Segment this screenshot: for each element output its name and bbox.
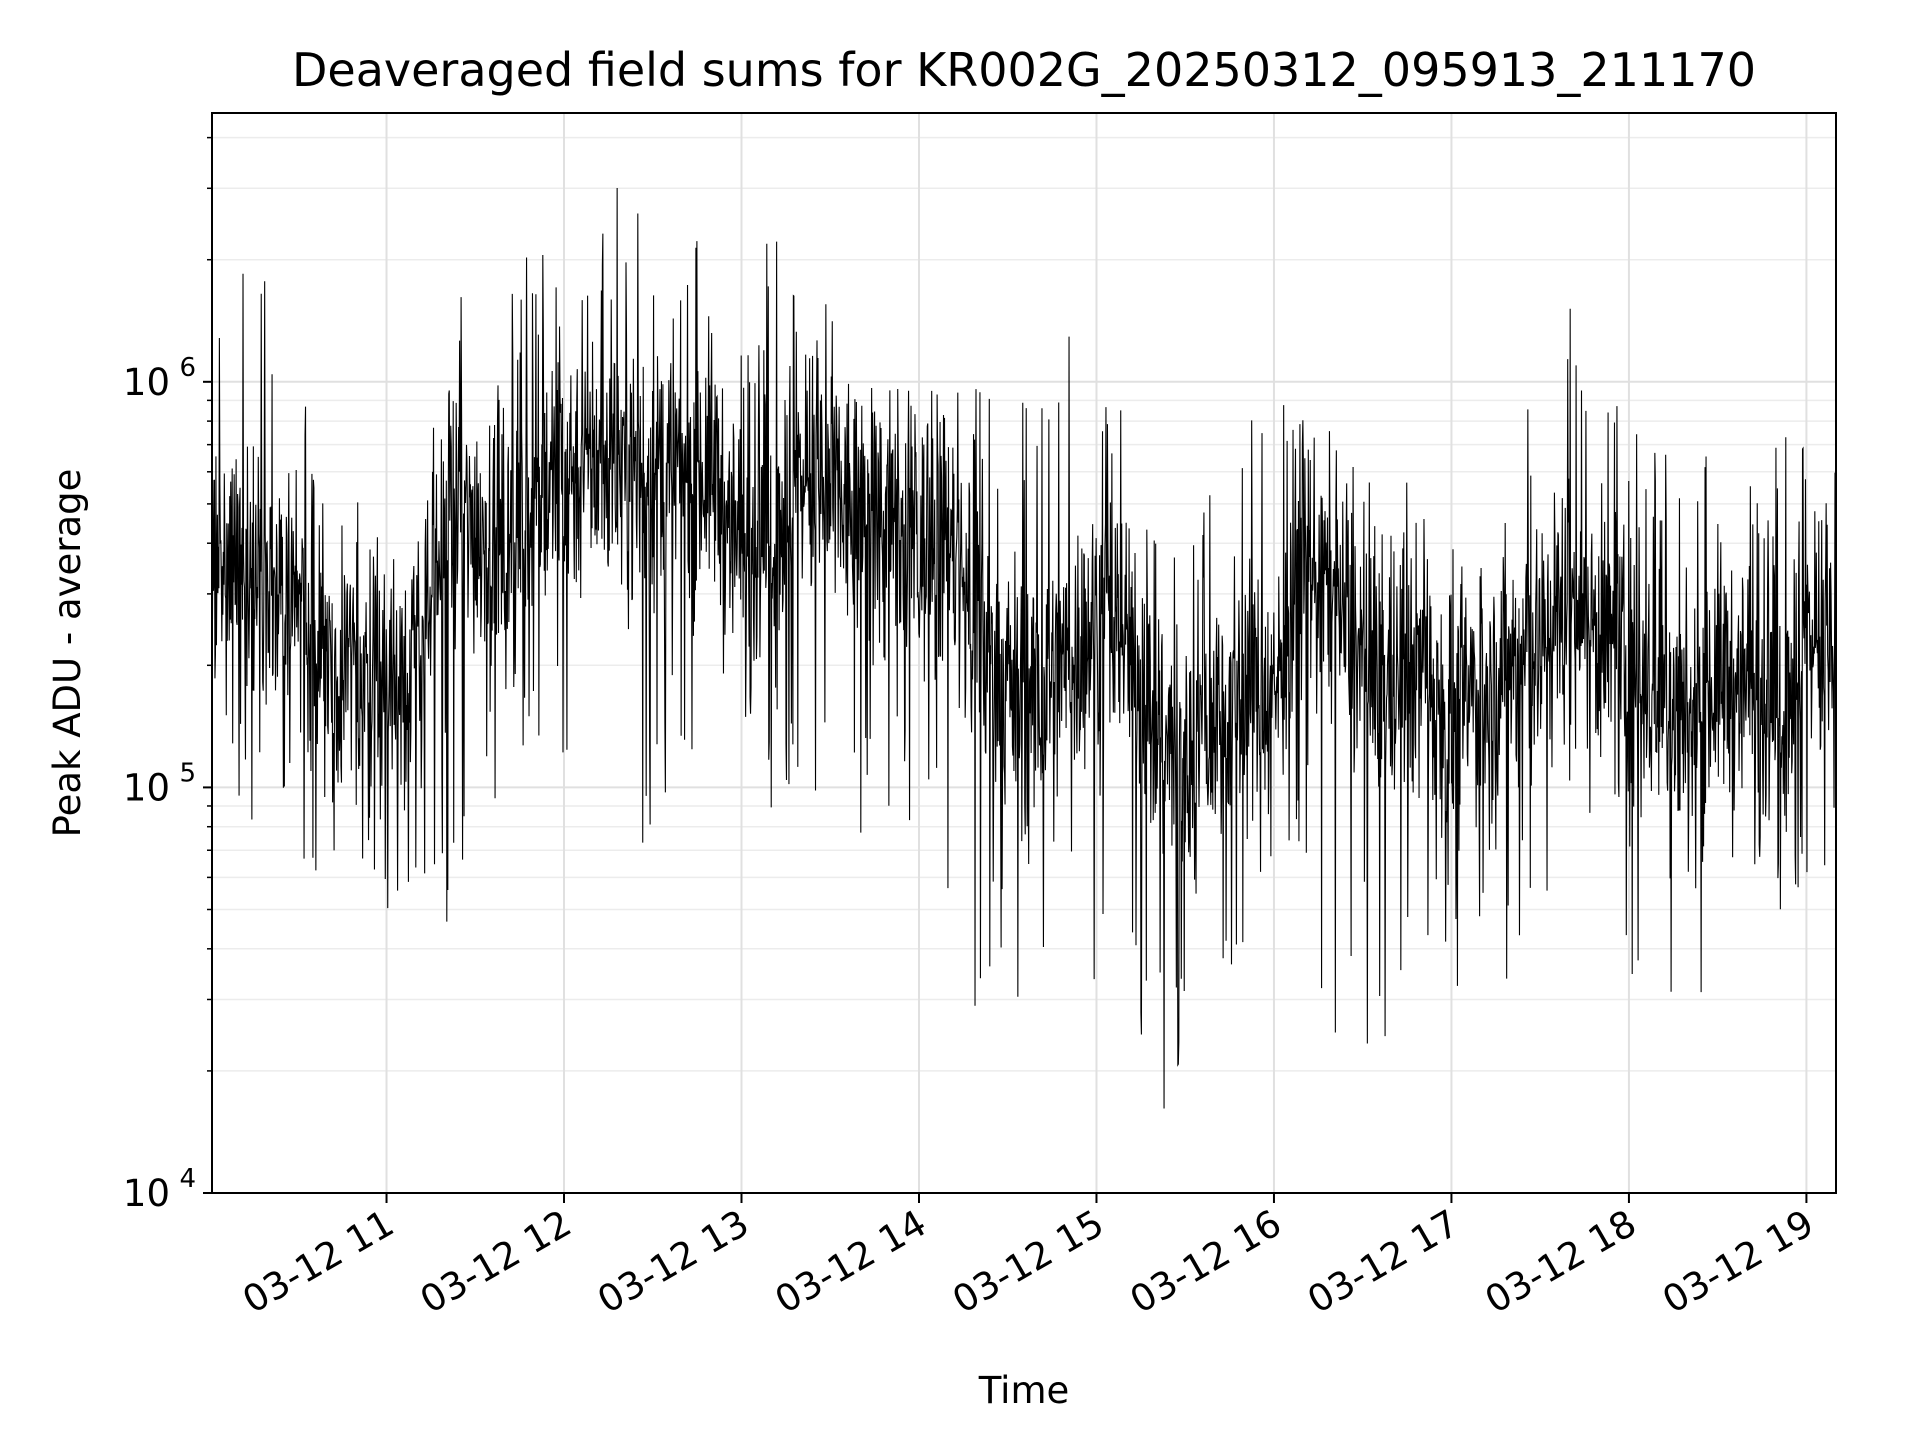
plot-frame (211, 112, 1837, 1194)
y-tick-exponent: 5 (179, 758, 196, 788)
chart-title: Deaveraged field sums for KR002G_2025031… (292, 43, 1756, 97)
y-tick-exponent: 4 (179, 1164, 196, 1194)
x-axis-label: Time (978, 1369, 1070, 1412)
data-layer (211, 188, 1837, 1109)
series-line (211, 188, 1837, 1109)
y-tick-label: 10 (123, 361, 170, 404)
y-tick-exponent: 6 (179, 353, 196, 383)
y-tick-base: 10 (123, 361, 170, 404)
y-tick-label: 10 (123, 766, 170, 809)
y-tick-base: 10 (123, 766, 170, 809)
y-tick-base: 10 (123, 1172, 170, 1215)
y-tick-label: 10 (123, 1172, 170, 1215)
y-axis-label: Peak ADU - average (46, 469, 89, 838)
